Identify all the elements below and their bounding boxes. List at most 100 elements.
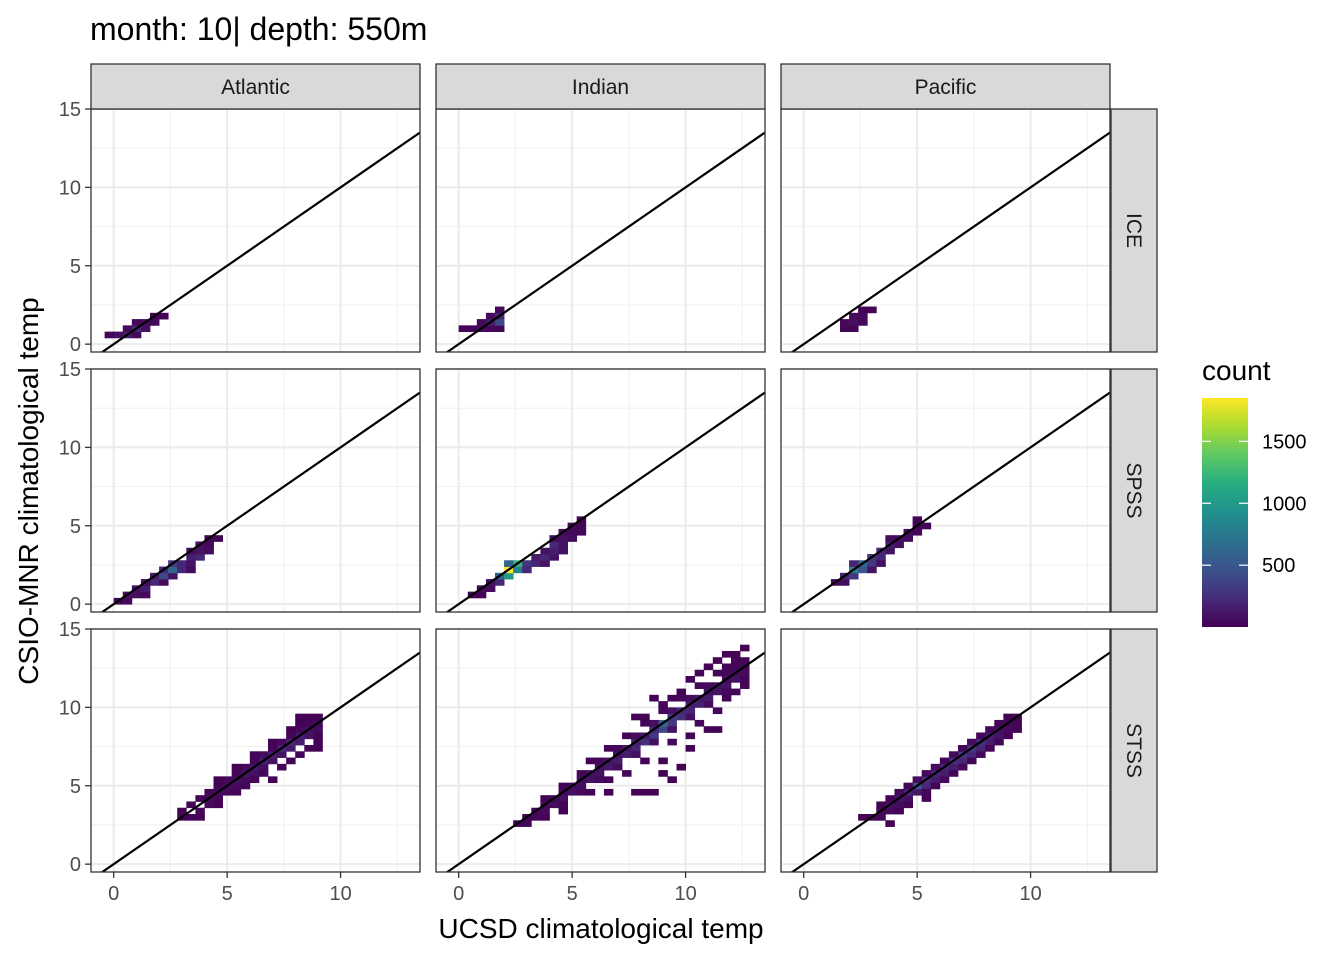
heatmap-bin: [585, 757, 596, 765]
panel-atlantic-stss: 0 5 10 15 0 5 10: [59, 619, 421, 905]
heatmap-bin: [631, 713, 641, 721]
heatmap-bin: [204, 788, 214, 796]
heatmap-bin: [921, 770, 932, 777]
heatmap-bin: [740, 682, 750, 689]
heatmap-bin: [113, 331, 124, 339]
heatmap-bin: [186, 801, 196, 809]
heatmap-bin: [231, 763, 242, 771]
heatmap-bin: [712, 688, 723, 696]
panel-background: [781, 629, 1110, 872]
heatmap-bin: [912, 516, 923, 524]
strip-background: [1110, 628, 1158, 873]
heatmap-bin: [576, 528, 587, 536]
heatmap-bin: [676, 713, 686, 721]
heatmap-bin: [740, 644, 750, 652]
heatmap-bin: [304, 719, 314, 727]
heatmap-bin: [994, 738, 1004, 746]
heatmap-bin: [603, 745, 614, 752]
heatmap-bin: [894, 788, 904, 796]
y-tick-label: 10: [59, 697, 81, 719]
heatmap-bin: [930, 782, 941, 790]
heatmap-bin: [631, 788, 641, 796]
heatmap-bin: [149, 579, 160, 586]
heatmap-bin: [849, 325, 859, 333]
heatmap-bin: [640, 757, 650, 765]
heatmap-bin: [195, 807, 205, 815]
heatmap-bin: [712, 707, 723, 715]
x-tick-label: 10: [674, 883, 696, 905]
heatmap-bin: [594, 770, 605, 777]
heatmap-bin: [876, 801, 886, 809]
identity-line: [100, 131, 420, 352]
heatmap-bin: [839, 319, 850, 326]
heatmap-bin: [921, 788, 932, 796]
heatmap-bin: [540, 813, 550, 821]
strip-label: ICE: [1122, 213, 1145, 248]
heatmap-bin: [549, 547, 559, 555]
heatmap-bin: [730, 650, 741, 658]
heatmap-bin: [549, 553, 559, 561]
heatmap-bin: [295, 719, 305, 727]
panel-atlantic-ice: 0 5 10 15: [59, 99, 421, 356]
heatmap-bin: [622, 732, 632, 740]
heatmap-bin: [640, 788, 650, 796]
heatmap-bin: [631, 732, 641, 740]
heatmap-bin: [876, 560, 886, 567]
heatmap-bin: [485, 325, 496, 333]
heatmap-bin: [685, 676, 696, 683]
heatmap-bin: [494, 325, 505, 333]
panel-border: [780, 368, 1111, 613]
heatmap-bin: [267, 738, 278, 746]
strip-label: SPSS: [1122, 462, 1145, 518]
legend-colorbar: [1202, 398, 1248, 627]
heatmap-bin: [504, 572, 514, 580]
panel-pacific-spss: [780, 368, 1111, 613]
heatmap-bin: [576, 522, 587, 530]
heatmap-bin: [712, 657, 723, 664]
heatmap-bin: [685, 713, 696, 721]
heatmap-bin: [631, 745, 641, 752]
panel-border: [780, 628, 1111, 873]
heatmap-bin: [222, 776, 233, 784]
heatmap-bin: [249, 770, 260, 777]
heatmap-bin: [612, 745, 623, 752]
heatmap-bin: [858, 813, 868, 821]
heatmap-bin: [177, 560, 187, 567]
heatmap-bin: [131, 331, 142, 339]
heatmap-bin: [186, 813, 196, 821]
facet-strip-stss: STSS: [1110, 628, 1158, 873]
panel-indian-ice: [435, 108, 766, 353]
heatmap-bin: [885, 795, 895, 802]
heatmap-bin: [740, 657, 750, 664]
heatmap-bin: [603, 776, 614, 784]
strip-background: [90, 63, 421, 110]
heatmap-bin: [948, 751, 959, 758]
heatmap-bin: [576, 770, 587, 777]
heatmap-bin: [304, 713, 314, 721]
heatmap-bin: [976, 751, 986, 758]
heatmap-bin: [930, 776, 941, 784]
heatmap-bin: [603, 763, 614, 771]
heatmap-bin: [667, 726, 677, 733]
heatmap-bins: [858, 713, 1022, 827]
heatmap-bin: [249, 757, 260, 765]
heatmap-bin: [858, 566, 868, 574]
strip-label: Indian: [572, 76, 629, 99]
heatmap-bin: [494, 579, 505, 586]
y-tick-label: 0: [70, 594, 81, 616]
heatmap-bin: [948, 763, 959, 771]
heatmap-bin: [213, 776, 223, 784]
heatmap-bin: [240, 782, 251, 790]
heatmap-bin: [740, 676, 750, 683]
heatmap-bin: [858, 312, 868, 320]
heatmap-bin: [849, 319, 859, 326]
heatmap-bin: [912, 788, 923, 796]
heatmap-bin: [122, 597, 133, 605]
heatmap-bin: [558, 535, 568, 542]
panel-border: [90, 628, 421, 873]
heatmap-bin: [667, 707, 677, 715]
y-tick-label: 0: [70, 334, 81, 356]
heatmap-bin: [576, 782, 587, 790]
y-tick-label: 15: [59, 619, 81, 641]
heatmap-bin: [622, 770, 632, 777]
